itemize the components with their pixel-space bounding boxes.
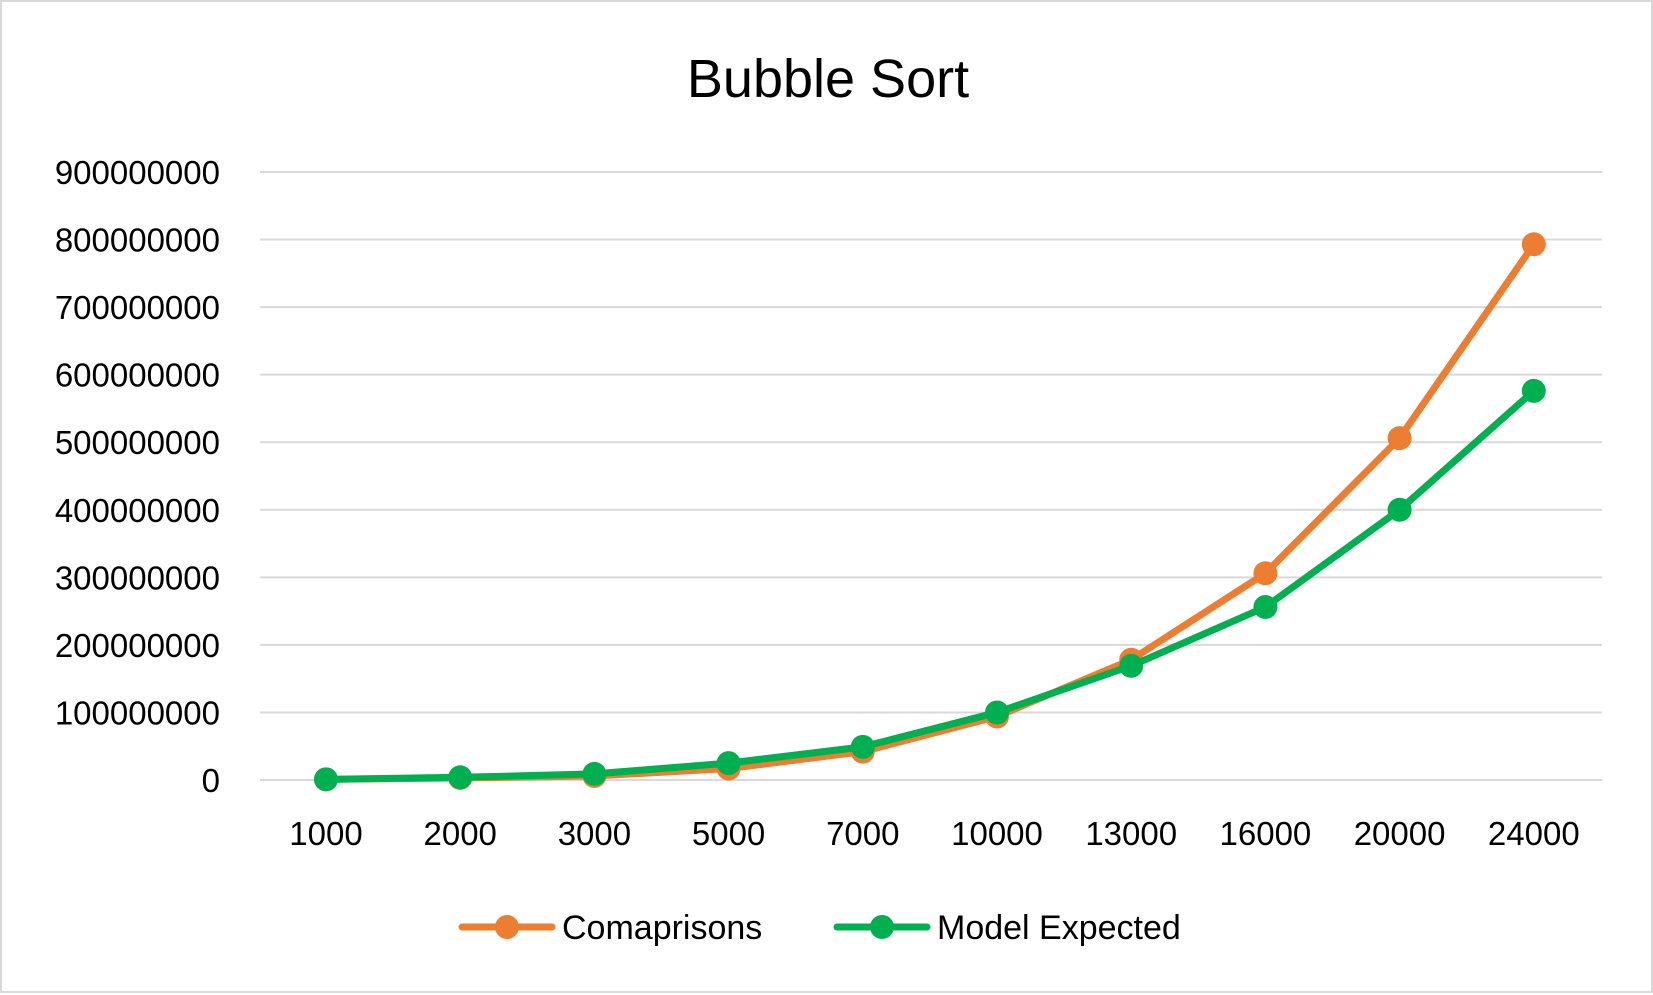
legend[interactable]: Comaprisons Model Expected <box>458 909 1181 947</box>
y-tick-label: 600000000 <box>55 357 220 394</box>
y-tick-label: 700000000 <box>55 289 220 326</box>
x-tick-label: 20000 <box>1354 815 1446 852</box>
data-point <box>582 761 607 786</box>
legend-marker <box>870 915 894 939</box>
series-line <box>322 387 1538 783</box>
x-tick-label: 24000 <box>1488 815 1580 852</box>
y-tick-label: 900000000 <box>55 154 220 191</box>
y-tick-label: 300000000 <box>55 559 220 596</box>
chart-title: Bubble Sort <box>687 49 969 109</box>
x-tick-label: 2000 <box>423 815 496 852</box>
y-tick-label: 200000000 <box>55 627 220 664</box>
data-point <box>1521 378 1546 403</box>
series-layer <box>314 232 1546 792</box>
series-line <box>322 240 1538 783</box>
data-point <box>716 751 741 776</box>
x-tick-label: 10000 <box>951 815 1043 852</box>
y-tick-label: 100000000 <box>55 694 220 731</box>
x-tick-label: 5000 <box>692 815 765 852</box>
data-point <box>1387 497 1412 522</box>
x-tick-label: 13000 <box>1085 815 1177 852</box>
x-tick-label: 16000 <box>1220 815 1312 852</box>
data-point <box>1387 426 1412 451</box>
data-point <box>1253 561 1278 586</box>
series-model-expected <box>314 378 1546 792</box>
data-point <box>850 734 875 759</box>
legend-item-comaprisons[interactable]: Comaprisons <box>458 909 762 947</box>
legend-marker <box>495 915 519 939</box>
data-point <box>448 765 473 790</box>
series-comaprisons <box>314 232 1546 792</box>
data-point <box>985 700 1009 725</box>
y-tick-label: 500000000 <box>55 424 220 461</box>
y-tick-label: 400000000 <box>55 492 220 529</box>
y-tick-label: 800000000 <box>55 222 220 259</box>
data-point <box>1521 232 1546 257</box>
x-tick-label: 1000 <box>289 815 362 852</box>
data-point <box>314 767 338 792</box>
y-tick-label: 0 <box>202 762 220 799</box>
data-point <box>1253 595 1278 620</box>
legend-label: Model Expected <box>937 909 1181 947</box>
gridlines <box>260 171 1602 781</box>
legend-item-model-expected[interactable]: Model Expected <box>833 909 1181 947</box>
x-tick-label: 3000 <box>558 815 631 852</box>
y-axis-tick-labels: 0 100000000 200000000 300000000 400000000 500… <box>55 154 220 799</box>
x-tick-label: 7000 <box>826 815 899 852</box>
x-axis-tick-labels: 1000 2000 3000 5000 7000 10000 13000 16000 20000… <box>289 815 1579 852</box>
legend-label: Comaprisons <box>562 909 762 947</box>
data-point <box>1119 653 1144 678</box>
